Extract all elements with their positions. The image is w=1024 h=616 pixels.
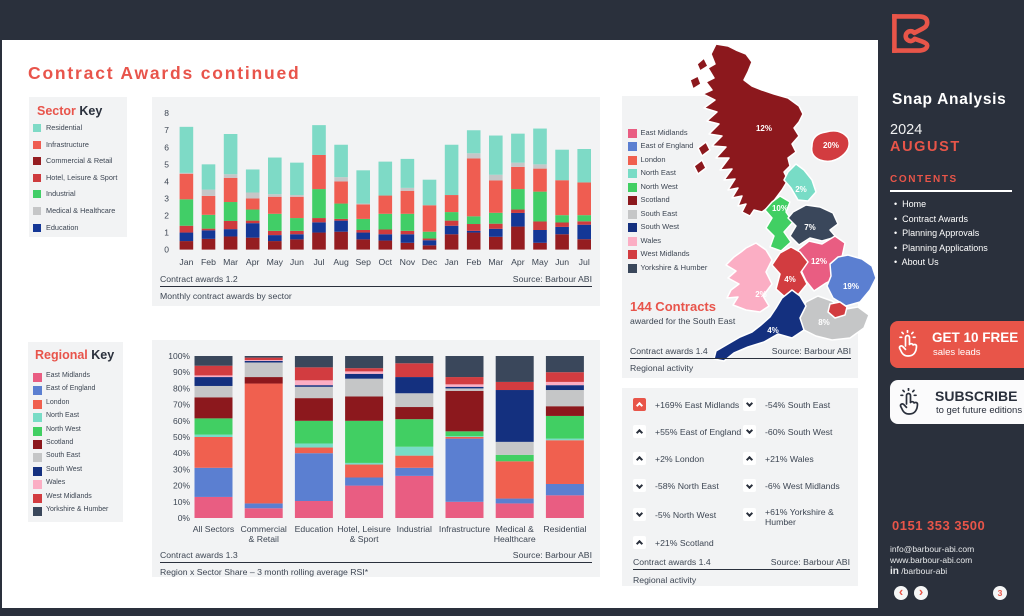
svg-text:8: 8: [164, 108, 169, 118]
svg-text:4%: 4%: [784, 275, 796, 284]
svg-text:Jan: Jan: [179, 257, 193, 267]
svg-text:5: 5: [164, 159, 169, 169]
svg-text:Infrastructure: Infrastructure: [439, 524, 490, 534]
svg-text:Nov: Nov: [400, 257, 416, 267]
svg-text:1: 1: [164, 228, 169, 238]
svg-text:Mar: Mar: [223, 257, 238, 267]
svg-text:60%: 60%: [173, 416, 190, 426]
svg-text:Feb: Feb: [201, 257, 216, 267]
svg-text:4%: 4%: [767, 326, 779, 335]
svg-text:Residential: Residential: [543, 524, 586, 534]
svg-text:4: 4: [164, 176, 169, 186]
svg-text:20%: 20%: [173, 481, 190, 491]
svg-text:Mar: Mar: [488, 257, 503, 267]
svg-text:Dec: Dec: [422, 257, 438, 267]
svg-text:2: 2: [164, 211, 169, 221]
svg-text:10%: 10%: [772, 204, 788, 213]
svg-text:Commercial: Commercial: [241, 524, 287, 534]
svg-text:Oct: Oct: [379, 257, 393, 267]
svg-text:80%: 80%: [173, 383, 190, 393]
svg-text:Aug: Aug: [333, 257, 349, 267]
svg-text:90%: 90%: [173, 367, 190, 377]
svg-text:Industrial: Industrial: [397, 524, 432, 534]
svg-text:All Sectors: All Sectors: [193, 524, 235, 534]
svg-text:Jan: Jan: [445, 257, 459, 267]
svg-text:6: 6: [164, 142, 169, 152]
svg-text:& Retail: & Retail: [248, 534, 278, 544]
svg-text:8%: 8%: [818, 318, 830, 327]
svg-text:3: 3: [164, 193, 169, 203]
svg-text:0%: 0%: [178, 513, 191, 523]
svg-text:Medical &: Medical &: [496, 524, 534, 534]
svg-text:70%: 70%: [173, 400, 190, 410]
svg-text:0: 0: [164, 245, 169, 255]
svg-text:2%: 2%: [755, 290, 767, 299]
svg-text:Healthcare: Healthcare: [494, 534, 536, 544]
svg-text:Jul: Jul: [579, 257, 590, 267]
svg-text:Education: Education: [295, 524, 334, 534]
svg-text:7: 7: [164, 125, 169, 135]
svg-text:May: May: [267, 257, 284, 267]
svg-text:19%: 19%: [843, 282, 859, 291]
svg-text:12%: 12%: [811, 257, 827, 266]
svg-text:& Sport: & Sport: [350, 534, 380, 544]
svg-text:20%: 20%: [823, 141, 839, 150]
svg-text:12%: 12%: [756, 124, 772, 133]
svg-text:Jun: Jun: [555, 257, 569, 267]
svg-text:30%: 30%: [173, 464, 190, 474]
svg-text:Jul: Jul: [313, 257, 324, 267]
svg-text:10%: 10%: [173, 497, 190, 507]
svg-text:40%: 40%: [173, 448, 190, 458]
svg-text:50%: 50%: [173, 432, 190, 442]
svg-text:7%: 7%: [804, 223, 816, 232]
svg-text:May: May: [532, 257, 549, 267]
svg-text:Hotel, Leisure: Hotel, Leisure: [337, 524, 391, 534]
svg-text:100%: 100%: [168, 351, 190, 361]
svg-text:Sep: Sep: [355, 257, 371, 267]
svg-text:Feb: Feb: [466, 257, 481, 267]
svg-text:Jun: Jun: [290, 257, 304, 267]
svg-text:Apr: Apr: [511, 257, 525, 267]
svg-text:2%: 2%: [795, 185, 807, 194]
svg-text:Apr: Apr: [246, 257, 260, 267]
